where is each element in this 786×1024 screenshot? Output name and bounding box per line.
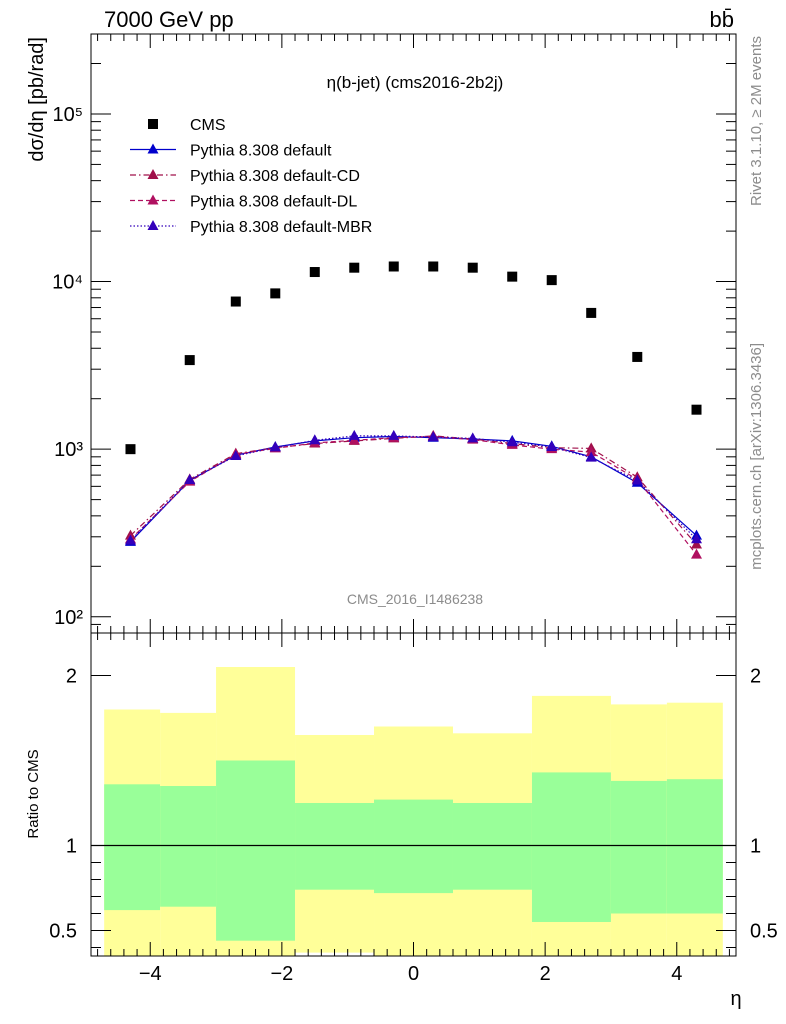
green-band-bin (374, 799, 453, 894)
ratio-y-tick-label-left: 0.5 (49, 921, 77, 943)
legend-label-1: Pythia 8.308 default (190, 143, 332, 160)
x-axis-label: η (730, 988, 741, 1010)
energy-label: 7000 GeV pp (104, 7, 234, 32)
axis-tick-labels: −4 −2 0 2 4 10² 10³ 10⁴ 10⁵ 0.5 0.5 1 1 2 2 (49, 104, 778, 985)
legend-label-0: CMS (190, 117, 226, 134)
cms-data-point (388, 261, 399, 272)
main-frame (90, 33, 737, 634)
process-label: bb̄ (710, 7, 734, 32)
ratio-y-tick-label-left: 2 (66, 666, 77, 688)
green-band-bin (216, 760, 296, 941)
x-tick-label: 2 (540, 963, 551, 985)
series-4-point (691, 533, 703, 544)
series-4-point (388, 429, 400, 440)
legend-marker-1 (147, 143, 159, 154)
green-band-bin (666, 779, 723, 914)
cms-data-point (632, 351, 643, 362)
ratio-bands (104, 667, 723, 956)
series-4-point (124, 534, 136, 545)
axis-ticks (91, 33, 736, 956)
ratio-y-axis-label: Ratio to CMS (25, 749, 42, 838)
green-band-bin (160, 786, 217, 907)
legend-marker-4 (147, 220, 159, 230)
series-4-point (506, 436, 518, 447)
series-4-point (348, 429, 360, 440)
legend-label-4: Pythia 8.308 default-MBR (190, 219, 372, 236)
legend-marker-3 (147, 194, 159, 205)
ratio-y-tick-label-right: 1 (750, 836, 761, 858)
series-4-point (269, 441, 281, 452)
main-y-axis-label: dσ/dη [pb/rad] (26, 37, 48, 162)
series-4-point (546, 441, 558, 452)
series-3-point (585, 446, 597, 457)
series-4-point (467, 432, 479, 443)
series-4-point (230, 450, 242, 461)
mc-series-lines (130, 435, 697, 555)
main-y-tick-label: 10² (54, 607, 83, 629)
x-tick-label: −4 (139, 963, 162, 985)
cms-data-point (467, 262, 478, 273)
cms-data-point (125, 444, 136, 455)
cms-data-point (349, 262, 360, 273)
legend-label-2: Pythia 8.308 default-CD (190, 168, 360, 185)
series-line-4 (130, 435, 697, 541)
green-band-bin (610, 780, 667, 914)
legend: CMS Pythia 8.308 default Pythia 8.308 defa… (130, 117, 372, 236)
cms-data-point (586, 307, 597, 318)
green-band-bin (531, 772, 611, 922)
x-tick-label: 0 (408, 963, 419, 985)
cms-data-point (230, 296, 241, 307)
legend-cms-marker (148, 119, 158, 129)
green-band-bin (104, 784, 161, 911)
cms-data-point (309, 267, 320, 278)
series-4-point (427, 431, 439, 442)
x-tick-label: 4 (671, 963, 682, 985)
ratio-y-tick-label-right: 0.5 (750, 921, 778, 943)
data-markers (124, 261, 703, 559)
series-line-2 (130, 435, 697, 545)
series-4-point (585, 451, 597, 462)
main-y-tick-label: 10⁴ (52, 272, 83, 294)
cms-data-point (691, 404, 702, 415)
ratio-y-tick-label-right: 2 (750, 666, 761, 688)
series-2-point (691, 538, 703, 549)
cms-data-point (546, 275, 557, 286)
series-4-point (631, 474, 643, 485)
green-band-bin (295, 803, 375, 890)
x-tick-label: −2 (270, 963, 293, 985)
main-y-tick-label: 10³ (54, 439, 83, 461)
series-4-point (309, 434, 321, 445)
mcplots-label: mcplots.cern.ch [arXiv:1306.3436] (748, 343, 765, 570)
series-4-point (184, 473, 196, 484)
legend-marker-2 (147, 169, 159, 179)
green-band-bin (452, 803, 532, 890)
series-line-3 (130, 435, 697, 555)
legend-label-3: Pythia 8.308 default-DL (190, 194, 357, 211)
cms-data-point (507, 271, 518, 282)
series-3-point (691, 548, 703, 559)
ratio-y-tick-label-left: 1 (66, 836, 77, 858)
main-y-tick-label: 10⁵ (52, 104, 83, 126)
cms-data-point (428, 261, 439, 272)
rivet-version-label: Rivet 3.1.10, ≥ 2M events (748, 36, 765, 206)
cms-data-point (270, 288, 281, 299)
plot-title: η(b-jet) (cms2016-2b2j) (327, 73, 504, 92)
series-line-1 (130, 435, 697, 543)
cms-data-point (184, 355, 195, 366)
analysis-id: CMS_2016_I1486238 (347, 591, 483, 607)
